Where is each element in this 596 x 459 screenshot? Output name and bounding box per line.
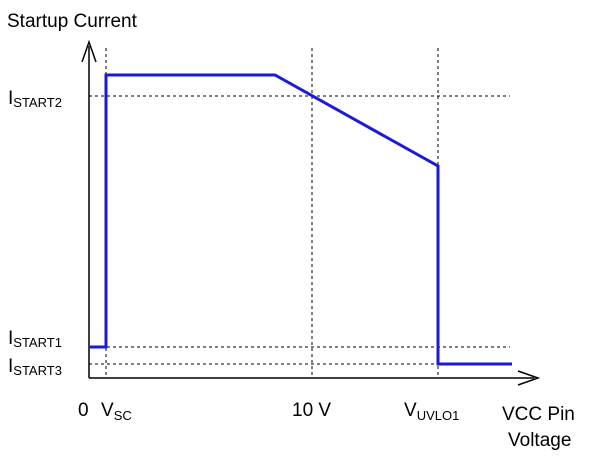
label-zero: 0 xyxy=(78,400,89,421)
y-axis-arrow xyxy=(81,39,97,63)
startup-current-curve xyxy=(89,73,512,366)
label-istart1: ISTART1 xyxy=(8,328,62,350)
label-istart3: ISTART3 xyxy=(8,356,62,378)
y-axis-title: Startup Current xyxy=(7,11,138,32)
x-axis-title-line1: VCC Pin xyxy=(502,404,575,425)
label-10v: 10 V xyxy=(292,400,331,421)
label-istart2: ISTART2 xyxy=(8,88,62,110)
label-vuvlo1: VUVLO1 xyxy=(404,400,459,423)
guide-lines xyxy=(89,48,510,378)
x-axis-arrow xyxy=(517,370,541,386)
label-vsc: VSC xyxy=(101,400,132,423)
x-axis-title-line2: Voltage xyxy=(508,430,571,451)
